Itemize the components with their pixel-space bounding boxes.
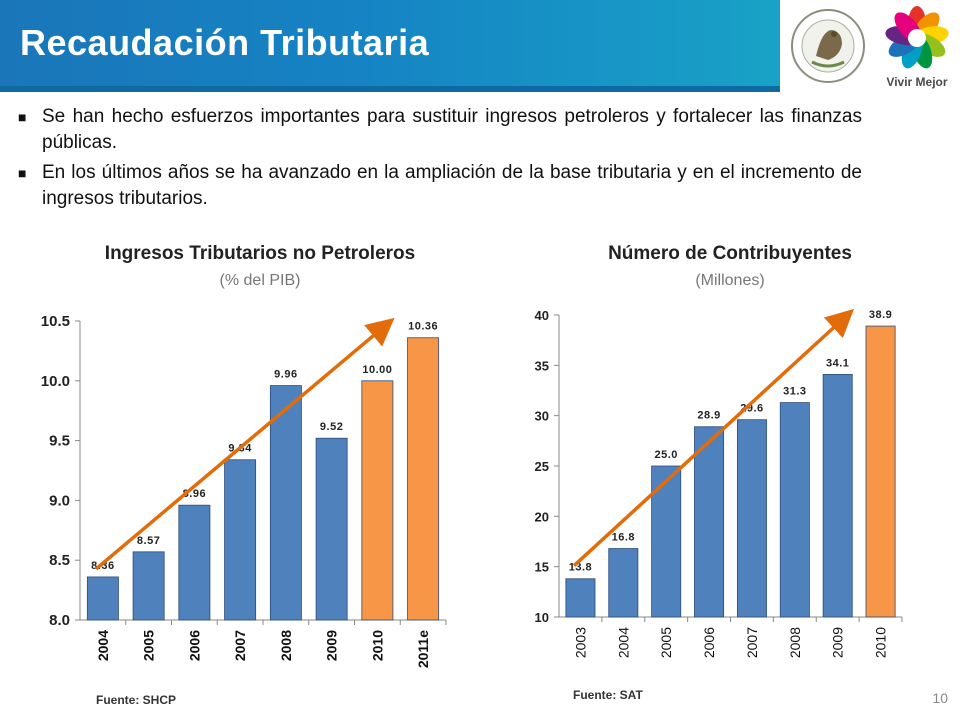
data-label: 28.9 [697, 410, 720, 422]
bar [608, 548, 639, 618]
bar [694, 426, 725, 618]
page-title: Recaudación Tributaria [20, 22, 430, 63]
mexico-seal-logo [782, 0, 874, 92]
y-tick-label: 9.5 [49, 433, 70, 450]
trend-arrow [572, 308, 855, 568]
bullet-item: ■ Se han hecho esfuerzos importantes para… [18, 106, 862, 153]
chart-1-title: Ingresos Tributarios no Petroleros [104, 243, 416, 264]
y-tick-label: 9.0 [49, 492, 70, 509]
x-tick-label: 2003 [572, 627, 588, 658]
data-label: 13.8 [569, 562, 592, 574]
x-tick-label: 2004 [95, 630, 111, 661]
chart-2-subtitle: (Millones) [695, 272, 765, 289]
x-tick-label: 2009 [324, 630, 340, 661]
bar [565, 578, 596, 618]
x-tick-label: 2008 [278, 630, 294, 661]
y-tick-label: 10.0 [41, 373, 70, 390]
bullet-square-icon: ■ [18, 165, 27, 181]
chart-2-source: Fuente: SAT [573, 688, 643, 702]
x-tick-label: 2006 [701, 627, 717, 658]
title-banner: Recaudación Tributaria [0, 0, 780, 92]
logo-text: Vivir Mejor [886, 75, 947, 89]
x-tick-label: 2009 [830, 627, 846, 658]
x-tick-label: 2010 [873, 627, 889, 658]
y-tick-label: 10 [535, 610, 549, 625]
data-label: 38.9 [869, 309, 892, 321]
vivir-mejor-logo: Vivir Mejor [874, 0, 960, 92]
data-label: 16.8 [612, 532, 635, 544]
data-label: 34.1 [826, 357, 849, 369]
trend-arrow [94, 317, 395, 571]
x-tick-label: 2007 [744, 627, 760, 658]
data-label: 10.36 [408, 321, 438, 333]
data-label: 25.0 [654, 449, 677, 461]
header: Recaudación Tributaria Vivir [0, 0, 960, 92]
bar [736, 419, 767, 618]
bar [407, 337, 440, 621]
bar [132, 551, 165, 621]
data-label: 9.52 [320, 421, 343, 433]
bar [779, 402, 810, 618]
bullet-item: ■ En los últimos años se ha avanzado en l… [18, 162, 862, 209]
x-tick-label: 2010 [369, 630, 385, 661]
chart-numero-contribuyentes: 10 15 20 25 30 35 40 13.8 2003 16.8 2004 25.0 2005 28… [535, 308, 903, 658]
chart-1-subtitle: (% del PIB) [219, 272, 301, 289]
bar [865, 325, 896, 618]
y-tick-label: 20 [535, 509, 549, 524]
bar [269, 385, 302, 621]
x-tick-label: 2004 [615, 627, 631, 658]
x-tick-label: 2007 [232, 630, 248, 661]
data-label: 31.3 [783, 386, 806, 398]
x-tick-label: 2005 [141, 630, 157, 661]
flower-logo-icon: Vivir Mejor [885, 6, 949, 89]
chart-2-title: Número de Contribuyentes [608, 243, 852, 264]
bar [178, 504, 211, 621]
data-label: 9.96 [274, 369, 297, 381]
y-tick-label: 25 [535, 459, 549, 474]
x-tick-label: 2005 [658, 627, 674, 658]
x-tick-label: 2008 [787, 627, 803, 658]
x-tick-label: 2006 [186, 630, 202, 661]
y-tick-label: 35 [535, 358, 549, 373]
y-tick-label: 15 [535, 560, 549, 575]
eagle-seal-icon [791, 9, 865, 83]
bar [224, 459, 257, 621]
bullet-square-icon: ■ [18, 109, 27, 125]
bar [86, 576, 119, 621]
y-tick-label: 8.0 [49, 612, 70, 629]
x-tick-label: 2011e [415, 630, 431, 668]
bar [361, 380, 394, 621]
y-tick-label: 8.5 [49, 552, 70, 569]
chart-ingresos-tributarios: 8.08.59.09.510.010.58.3620048.5720058.96… [41, 313, 447, 668]
chart-1-source: Fuente: SHCP [96, 693, 177, 707]
data-label: 10.00 [362, 364, 392, 376]
y-tick-label: 30 [535, 409, 549, 424]
data-label: 8.57 [137, 535, 160, 547]
bullet-list: ■ Se han hecho esfuerzos importantes para… [16, 104, 862, 216]
bar [822, 373, 853, 618]
y-tick-label: 40 [535, 308, 549, 323]
page-number: 10 [932, 690, 948, 706]
y-tick-label: 10.5 [41, 313, 70, 330]
bar [315, 437, 348, 621]
